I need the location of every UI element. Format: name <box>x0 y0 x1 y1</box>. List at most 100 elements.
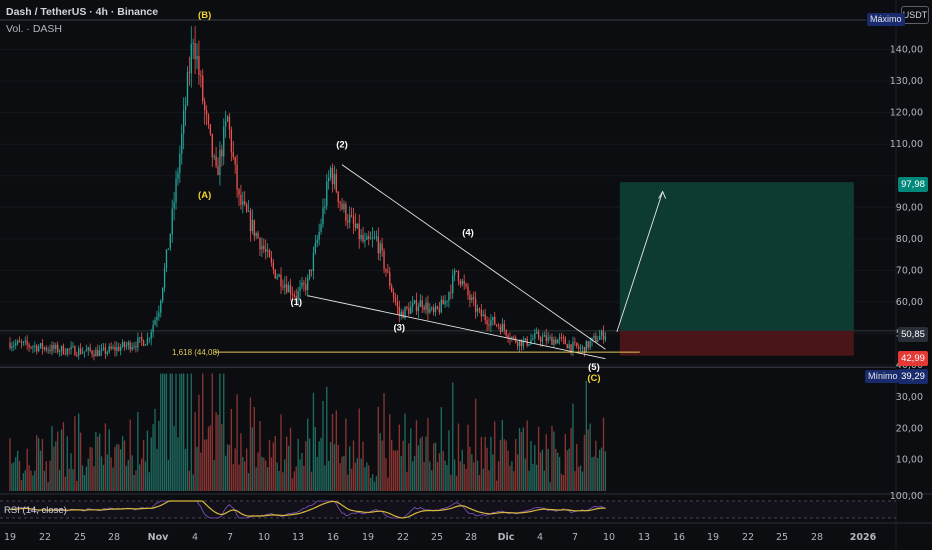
candle-body <box>26 340 28 345</box>
volume-bar <box>318 441 320 491</box>
volume-bar <box>328 460 330 491</box>
volume-bar <box>104 423 107 491</box>
candle-body <box>362 234 364 242</box>
volume-bar <box>30 470 32 491</box>
volume-bar <box>108 429 110 491</box>
candle-body <box>110 346 112 349</box>
candle-body <box>505 329 507 336</box>
candle-body <box>557 339 559 344</box>
volume-bar <box>148 472 150 491</box>
volume-bar <box>518 428 521 491</box>
candle-body <box>282 286 284 288</box>
volume-bar <box>15 457 17 491</box>
volume-bar <box>161 373 164 491</box>
volume-bar <box>448 430 450 491</box>
time-axis[interactable]: 19 22 25 28 Nov 4 7 10 13 16 19 22 25 28 Dic 4 7 10 13 16 19… <box>4 532 877 543</box>
volume-bar <box>553 431 555 491</box>
candle-body <box>200 74 202 76</box>
candle-body <box>329 167 332 178</box>
volume-bar <box>482 468 484 491</box>
rsi-signal-line <box>10 500 606 519</box>
volume-bar <box>289 427 292 491</box>
candle-body <box>471 297 473 301</box>
candle-body <box>76 355 78 357</box>
volume-bar <box>520 431 523 491</box>
candle-body <box>203 101 206 111</box>
projection-arrow <box>616 191 664 333</box>
candle-body <box>553 339 555 345</box>
candle-body <box>318 231 320 240</box>
volume-bar <box>261 456 263 491</box>
volume-bar <box>341 456 343 491</box>
volume-bar <box>558 457 561 491</box>
candle-body <box>286 284 288 293</box>
volume-bar <box>36 435 38 491</box>
volume-bar <box>392 450 395 491</box>
volume-bar <box>268 439 271 491</box>
volume-bar <box>78 413 80 491</box>
candle-body <box>324 205 326 208</box>
volume-bar <box>265 460 267 491</box>
candle-body <box>566 344 568 349</box>
volume-bar <box>375 476 378 491</box>
candle-body <box>167 248 170 250</box>
volume-bar <box>99 433 101 491</box>
volume-bar <box>457 423 460 491</box>
volume-bar <box>160 373 162 491</box>
candle-body <box>150 332 152 339</box>
volume-bar <box>234 448 236 491</box>
price-axis[interactable]: 140,00 130,00 120,00 110,00 90,00 80,00 70,00 6… <box>890 45 923 502</box>
volume-bar <box>389 414 391 491</box>
volume-bar <box>146 430 149 491</box>
volume-bar <box>394 450 397 491</box>
volume-bar <box>593 456 595 491</box>
candle-body <box>446 300 448 302</box>
candle-body <box>402 311 404 319</box>
candle-body <box>469 294 471 301</box>
time-tick-label: 25 <box>74 532 86 543</box>
volume-bar <box>179 373 181 491</box>
volume-bar <box>549 482 551 491</box>
volume-tick-label: 20,00 <box>896 423 923 434</box>
volume-bar <box>557 452 559 491</box>
candle-body <box>333 173 336 185</box>
candle-body <box>230 129 233 153</box>
candle-body <box>236 164 238 190</box>
candle-body <box>455 270 458 272</box>
candle-body <box>501 323 504 332</box>
candle-body <box>570 344 572 352</box>
time-tick-label: 22 <box>397 532 409 543</box>
candle-body <box>57 344 59 352</box>
volume-bar <box>381 440 383 491</box>
candle-body <box>539 338 542 342</box>
volume-bar <box>133 474 135 491</box>
volume-bar <box>432 443 435 491</box>
candle-body <box>141 337 143 341</box>
volume-bar <box>110 457 112 491</box>
volume-bar <box>587 429 589 491</box>
candle-body <box>37 346 40 352</box>
candle-body <box>576 342 578 347</box>
candle-body <box>368 236 370 239</box>
candle-body <box>173 202 175 209</box>
currency-button[interactable]: USDT <box>901 6 929 24</box>
volume-bar <box>66 436 68 491</box>
volume-bar <box>177 437 179 491</box>
volume-bar <box>316 456 318 491</box>
volume-bar <box>205 439 208 491</box>
candle-body <box>228 116 231 130</box>
candle-body <box>444 301 446 305</box>
volume-bar <box>560 473 563 491</box>
volume-bar <box>461 449 463 491</box>
volume-bar <box>181 373 183 491</box>
volume-bars <box>9 373 607 491</box>
volume-bar <box>297 438 299 491</box>
candle-body <box>289 285 292 294</box>
volume-bar <box>221 423 223 491</box>
volume-bar <box>568 448 570 491</box>
candle-body <box>549 336 551 338</box>
candle-body <box>274 269 276 279</box>
candle-body <box>490 320 492 326</box>
volume-bar <box>371 474 374 491</box>
